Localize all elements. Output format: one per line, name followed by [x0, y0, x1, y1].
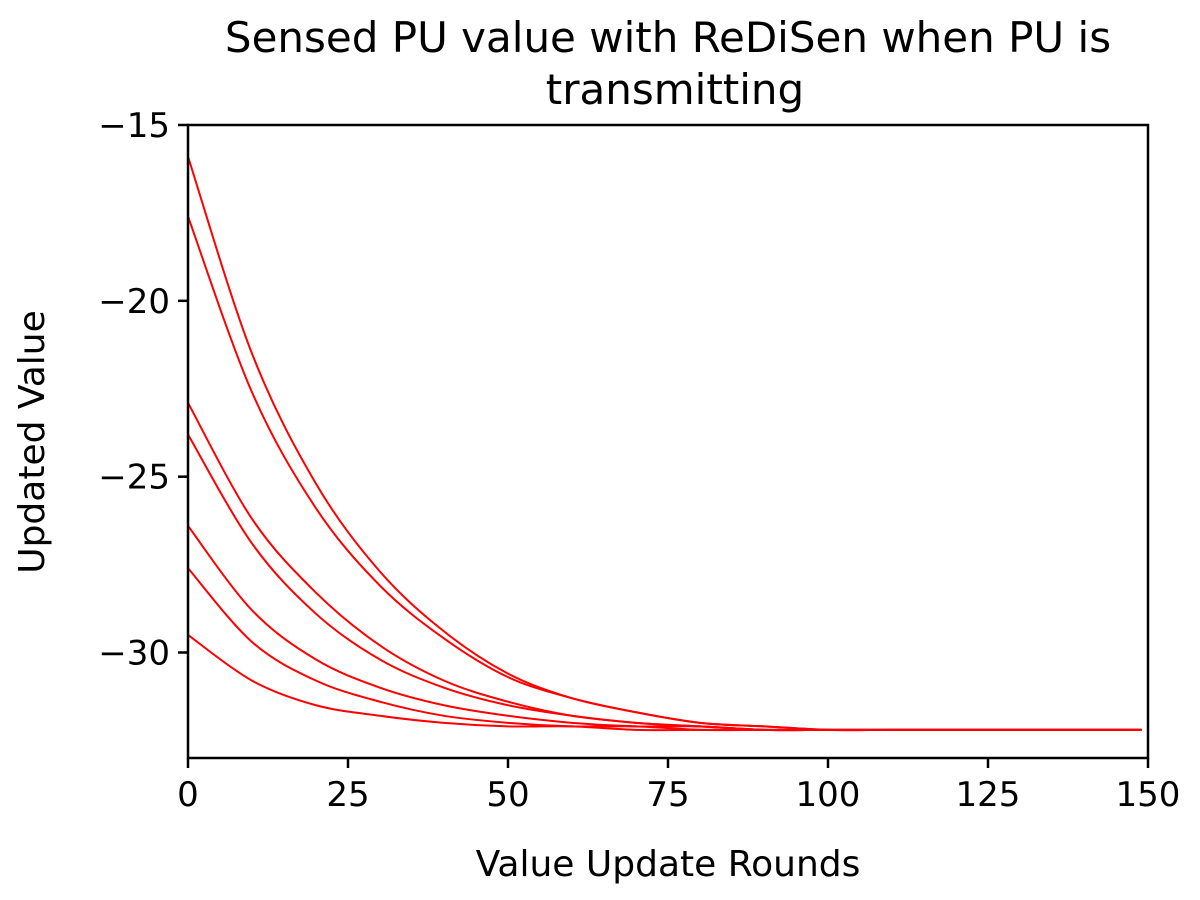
x-tick-label: 150 [1116, 775, 1181, 815]
y-axis-label: Updated Value [12, 310, 53, 574]
x-tick-label: 100 [796, 775, 861, 815]
x-axis-ticks: 0 25 50 75 100 125 150 [177, 758, 1180, 815]
plot-frame [186, 123, 1150, 760]
chart-title-line-2: transmitting [546, 65, 804, 114]
x-tick-label: 25 [326, 775, 369, 815]
chart-title-line-1: Sensed PU value with ReDiSen when PU is [225, 13, 1111, 62]
series-line-6 [187, 567, 1142, 732]
series-line-3 [187, 402, 1142, 732]
y-tick-label: −20 [98, 282, 170, 322]
x-tick-label: 0 [177, 775, 199, 815]
x-tick-label: 50 [486, 775, 529, 815]
x-tick-label: 125 [956, 775, 1021, 815]
series-layer [187, 156, 1142, 732]
x-tick-label: 75 [646, 775, 689, 815]
series-line-5 [187, 525, 1142, 732]
y-axis-ticks: −15 −20 −25 −30 [98, 106, 188, 674]
series-line-2 [187, 216, 1142, 732]
y-tick-label: −30 [98, 634, 170, 674]
x-axis-label: Value Update Rounds [476, 844, 861, 885]
series-line-1 [187, 156, 1142, 732]
y-tick-label: −15 [98, 106, 170, 146]
series-line-7 [187, 634, 1142, 732]
y-tick-label: −25 [98, 458, 170, 498]
